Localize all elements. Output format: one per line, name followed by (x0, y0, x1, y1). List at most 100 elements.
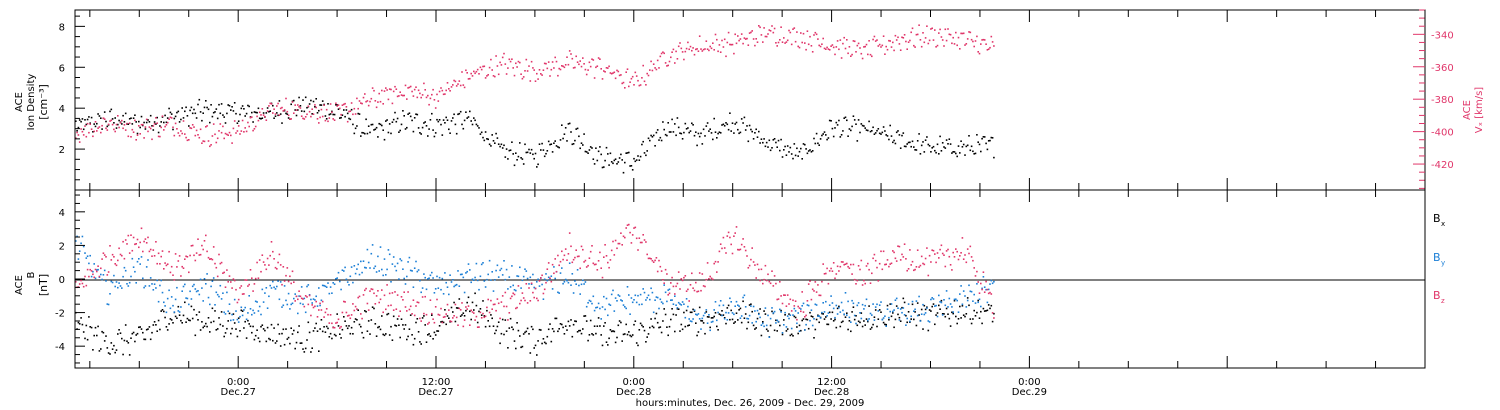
bz-point (760, 268, 763, 271)
bz-point (268, 264, 270, 266)
ion-density-point (927, 143, 930, 146)
ion-density-point (202, 112, 204, 114)
bx-point (497, 321, 500, 323)
ion-density-point (365, 118, 367, 121)
bx-point (269, 338, 271, 341)
bz-point (385, 308, 387, 311)
bz-point (910, 264, 912, 266)
ion-density-point (542, 149, 545, 151)
bx-point (727, 304, 730, 307)
ion-density-point (706, 122, 709, 124)
bx-point (476, 321, 479, 324)
by-point (115, 281, 118, 283)
ion-density-point (144, 128, 147, 130)
bx-point (575, 320, 577, 323)
bx-point (679, 330, 681, 332)
by-point (863, 308, 865, 310)
ion-density-point (916, 140, 919, 142)
bz-point (415, 305, 417, 307)
velocity-point (375, 106, 378, 109)
velocity-point (566, 56, 568, 58)
by-point (743, 294, 746, 297)
bx-point (941, 313, 944, 315)
by-point (765, 324, 768, 327)
bx-point (434, 334, 437, 336)
bz-point (663, 282, 665, 284)
ion-density-point (567, 123, 570, 125)
ion-density-point (561, 124, 563, 126)
bz-point (817, 284, 819, 286)
bz-point (570, 245, 572, 248)
x-tick-labels: 0:00Dec.2712:00Dec.270:00Dec.2812:00Dec.… (221, 377, 1047, 398)
velocity-point (193, 126, 195, 128)
by-point (421, 287, 424, 289)
by-point (698, 318, 701, 320)
bz-point (269, 254, 271, 257)
velocity-point (746, 37, 748, 40)
by-point (90, 275, 93, 278)
velocity-point (570, 53, 572, 55)
ion-density-point (139, 126, 141, 129)
bz-point (109, 245, 111, 247)
bz-point (157, 252, 160, 255)
ion-density-point (450, 120, 453, 122)
ion-density-point (701, 143, 704, 145)
by-point (174, 298, 177, 301)
velocity-point (203, 140, 206, 143)
velocity-point (315, 106, 317, 109)
bx-point (157, 319, 160, 322)
velocity-point (177, 132, 180, 134)
bx-point (199, 329, 202, 331)
ion-density-point (138, 120, 140, 123)
ion-density-point (649, 139, 651, 142)
bx-point (783, 319, 785, 321)
ion-density-point (186, 115, 189, 117)
velocity-point (767, 33, 769, 35)
by-point (545, 273, 547, 275)
by-point (671, 299, 673, 301)
ion-density-point (124, 112, 127, 115)
bx-point (906, 321, 908, 324)
bx-point (132, 331, 135, 334)
bx-point (566, 329, 568, 331)
bz-point (445, 313, 447, 315)
bx-point (834, 318, 836, 321)
by-point (802, 302, 805, 305)
by-point (758, 313, 760, 316)
ion-density-point (710, 132, 713, 134)
bx-point (185, 321, 187, 323)
bx-point (563, 333, 566, 335)
by-point (955, 298, 957, 300)
bx-point (239, 330, 241, 332)
velocity-point (402, 94, 404, 97)
ion-density-point (672, 131, 675, 133)
bx-point (739, 307, 742, 310)
by-point (633, 299, 635, 301)
bx-point (792, 335, 794, 337)
ion-density-point (987, 140, 990, 142)
bz-point (938, 257, 940, 259)
velocity-point (966, 38, 969, 40)
bx-point (658, 326, 660, 329)
velocity-point (655, 68, 658, 71)
ion-density-point (880, 133, 882, 135)
by-point (867, 319, 869, 322)
by-point (689, 320, 692, 322)
velocity-point (88, 131, 90, 134)
bx-point (184, 301, 186, 304)
velocity-point (613, 71, 616, 74)
ion-density-point (839, 136, 842, 138)
ion-density-point (374, 128, 377, 131)
bz-point (289, 275, 291, 278)
bz-point (554, 258, 556, 260)
ion-density-point (413, 117, 416, 119)
ion-density-point (176, 111, 178, 114)
ion-density-point (520, 157, 522, 159)
by-point (903, 314, 906, 316)
ion-density-point (872, 126, 874, 129)
by-point (956, 299, 958, 302)
by-point (207, 296, 210, 299)
velocity-point (696, 48, 698, 50)
velocity-point (490, 58, 492, 61)
velocity-point (444, 93, 446, 95)
